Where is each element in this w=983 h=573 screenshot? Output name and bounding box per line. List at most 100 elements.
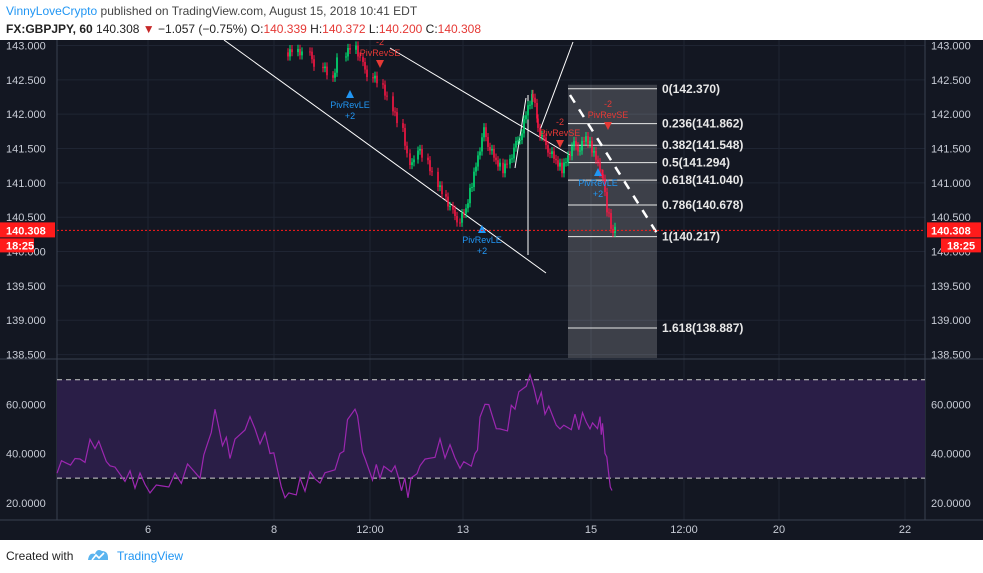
price-tick-right: 142.500 (931, 75, 971, 87)
countdown-tag-right (941, 238, 981, 253)
candle-body (601, 173, 603, 175)
rsi-tick-right: 40.0000 (931, 449, 971, 461)
signal-count: +2 (593, 189, 603, 199)
price-tick-left: 138.500 (6, 350, 46, 362)
candle-body (534, 97, 536, 103)
candle-body (326, 66, 328, 76)
candle-body (411, 162, 413, 166)
candle-body (471, 186, 473, 188)
candle-body (573, 140, 575, 147)
rsi-band (57, 379, 925, 479)
candle-body (456, 216, 458, 223)
candle-body (606, 205, 608, 213)
tradingview-brand[interactable]: TradingView (117, 549, 184, 563)
candle-body (506, 163, 508, 165)
close-label: C: (425, 22, 438, 36)
candle-body (593, 151, 595, 153)
price-tick-right: 141.000 (931, 178, 971, 190)
price-tick-left: 140.500 (6, 212, 46, 224)
candle-body (529, 104, 531, 106)
candle-body (599, 162, 601, 174)
candle-body (477, 155, 479, 167)
candle-body (299, 48, 301, 56)
fib-level-label: 0(142.370) (662, 82, 720, 96)
candle-body (364, 61, 366, 70)
fib-level-label: 0.382(141.548) (662, 138, 743, 152)
candle-body (551, 151, 553, 155)
price-tick-left: 142.000 (6, 109, 46, 121)
time-tick-label: 12:00 (356, 524, 384, 536)
candle-body (419, 148, 421, 151)
candle-body (606, 192, 608, 206)
chart-header: VinnyLoveCrypto published on TradingView… (0, 0, 983, 40)
chart-footer: Created with TradingView (0, 540, 983, 573)
candle-body (469, 187, 471, 204)
rsi-tick-left: 40.0000 (6, 449, 46, 461)
candle-body (386, 95, 388, 97)
signal-count: -2 (604, 99, 612, 109)
candle-body (561, 162, 563, 174)
time-tick-label: 22 (899, 524, 911, 536)
price-tick-right: 139.500 (931, 281, 971, 293)
candle-body (431, 171, 433, 173)
candle-body (324, 66, 326, 69)
signal-up-arrow-icon (478, 225, 486, 233)
fib-level-label: 1(140.217) (662, 230, 720, 244)
fib-level-label: 0.618(141.040) (662, 173, 743, 187)
candle-body (495, 157, 497, 161)
fib-level-label: 1.618(138.887) (662, 321, 743, 335)
candle-body (366, 69, 368, 78)
candle-body (417, 150, 419, 160)
candle-body (521, 133, 523, 141)
last-price: 140.308 (96, 22, 140, 36)
candle-body (545, 137, 547, 146)
impulse-line (539, 41, 574, 131)
candle-body (565, 162, 567, 164)
fib-level-label: 0.786(140.678) (662, 198, 743, 212)
symbol-name[interactable]: FX:GBPJPY, 60 (6, 22, 93, 36)
candle-body (473, 171, 475, 187)
candle-body (608, 212, 610, 214)
candle-body (536, 102, 538, 119)
candle-body (481, 137, 483, 152)
candle-body (357, 45, 359, 57)
candle-body (301, 51, 303, 56)
signal-label: PivRevLE (578, 178, 618, 188)
candle-body (349, 48, 351, 50)
close-value: 140.308 (437, 22, 482, 36)
candle-body (483, 127, 485, 138)
time-tick-label: 13 (457, 524, 469, 536)
candle-body (421, 148, 423, 158)
price-tick-left: 141.000 (6, 178, 46, 190)
signal-count: +2 (345, 111, 355, 121)
candle-body (589, 140, 591, 144)
time-tick-label: 6 (145, 524, 151, 536)
candle-body (311, 51, 313, 60)
candle-body (336, 57, 338, 73)
signal-up-arrow-icon (346, 90, 354, 98)
candle-body (519, 140, 521, 142)
candle-body (491, 148, 493, 151)
candle-body (487, 137, 489, 147)
countdown-tag-left (0, 238, 34, 253)
candle-body (595, 151, 597, 160)
candle-body (475, 166, 477, 172)
high-label: H: (310, 22, 323, 36)
candle-body (489, 146, 491, 151)
impulse-line (514, 97, 527, 169)
tradingview-logo-icon (88, 550, 108, 561)
price-tick-left: 142.500 (6, 75, 46, 87)
price-tick-left: 139.500 (6, 281, 46, 293)
signal-label: PivRevLE (330, 100, 370, 110)
signal-label: PivRevLE (462, 235, 502, 245)
candle-body (517, 140, 519, 142)
candle-body (523, 119, 525, 134)
time-tick-label: 15 (585, 524, 597, 536)
price-tick-right: 143.000 (931, 40, 971, 52)
price-change: −1.057 (−0.75%) (158, 22, 248, 36)
price-chart[interactable]: 143.000 143.000 142.500 142.500 142.000 142.0… (0, 40, 983, 540)
candles-group (287, 41, 616, 238)
author-link[interactable]: VinnyLoveCrypto (6, 4, 98, 18)
candle-body (376, 75, 378, 84)
candle-body (374, 75, 376, 79)
